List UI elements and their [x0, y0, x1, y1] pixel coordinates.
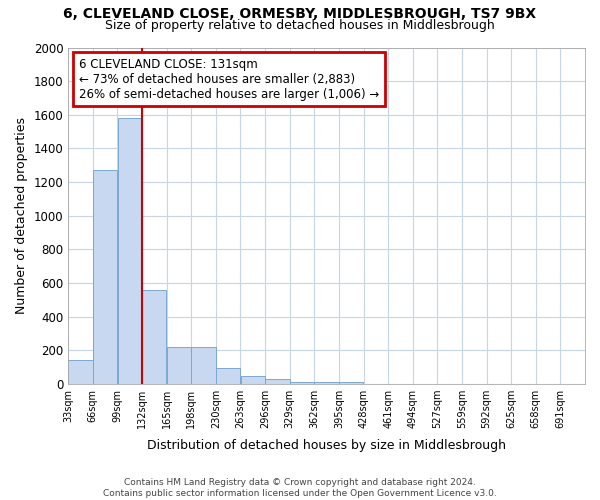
- Bar: [265, 379, 290, 384]
- Bar: [118, 118, 142, 384]
- Bar: [290, 382, 314, 384]
- Bar: [216, 368, 241, 384]
- Bar: [93, 170, 117, 384]
- Bar: [68, 360, 92, 384]
- Bar: [339, 382, 364, 384]
- Text: Contains HM Land Registry data © Crown copyright and database right 2024.
Contai: Contains HM Land Registry data © Crown c…: [103, 478, 497, 498]
- Bar: [142, 290, 166, 384]
- Text: 6 CLEVELAND CLOSE: 131sqm
← 73% of detached houses are smaller (2,883)
26% of se: 6 CLEVELAND CLOSE: 131sqm ← 73% of detac…: [79, 58, 379, 100]
- Y-axis label: Number of detached properties: Number of detached properties: [15, 118, 28, 314]
- Text: Size of property relative to detached houses in Middlesbrough: Size of property relative to detached ho…: [105, 18, 495, 32]
- X-axis label: Distribution of detached houses by size in Middlesbrough: Distribution of detached houses by size …: [147, 440, 506, 452]
- Bar: [191, 347, 216, 384]
- Bar: [241, 376, 265, 384]
- Text: 6, CLEVELAND CLOSE, ORMESBY, MIDDLESBROUGH, TS7 9BX: 6, CLEVELAND CLOSE, ORMESBY, MIDDLESBROU…: [64, 8, 536, 22]
- Bar: [314, 382, 339, 384]
- Bar: [167, 347, 191, 384]
